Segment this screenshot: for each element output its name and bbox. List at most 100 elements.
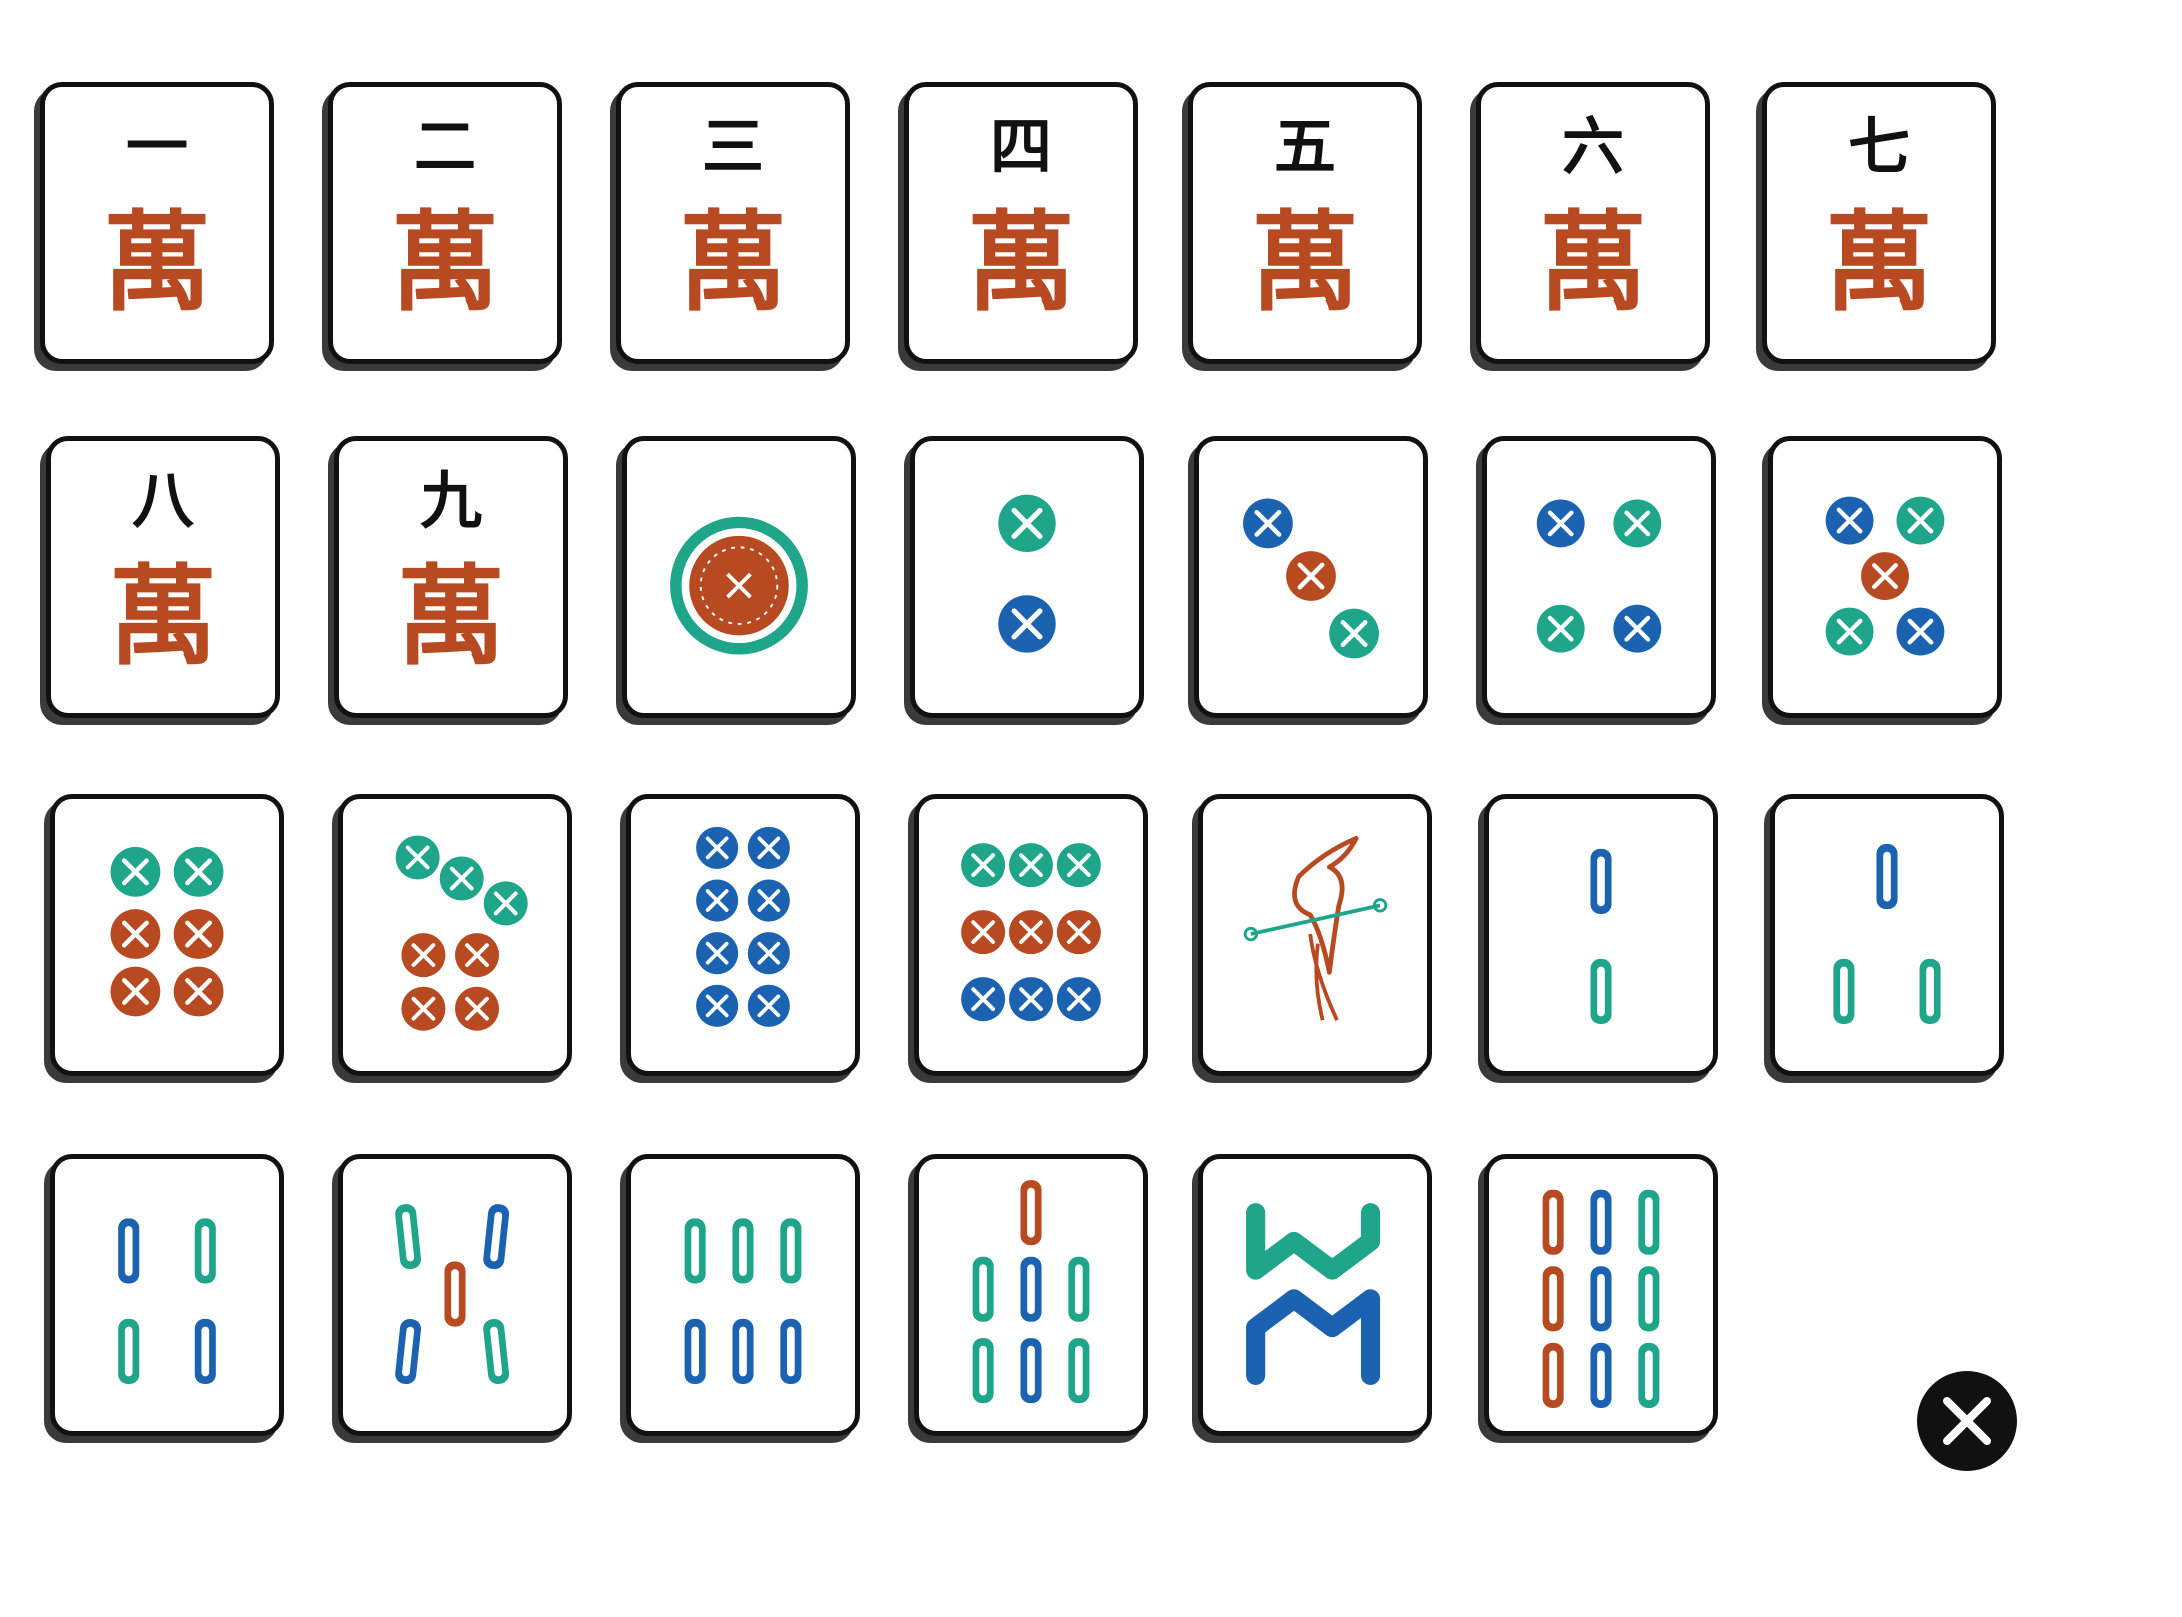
bamboo-stick [1542,1266,1564,1332]
bamboo-stick [1590,1342,1612,1408]
tile-numeral: 七 [1847,110,1910,183]
character-tile-5[interactable]: 五 萬 [1188,82,1422,364]
circle-pip [1825,607,1874,656]
tile-pips [118,1218,216,1385]
bamboo-stick [1068,1256,1090,1322]
tile-suit-character: 萬 [390,200,499,326]
tile-numeral: 一 [125,110,188,183]
bamboo-m-shape [1246,1289,1381,1385]
circle-tile-1[interactable] [622,436,856,718]
circle-tile-2[interactable] [910,436,1144,718]
circle-pip [1613,604,1662,653]
character-tile-1[interactable]: 一 萬 [40,82,274,364]
circle-pip [747,932,790,975]
character-tile-6[interactable]: 六 萬 [1476,82,1710,364]
tile-suit-character: 萬 [966,200,1075,326]
circle-pip [173,909,224,959]
circle-pip [1536,604,1585,653]
bamboo-tile-1[interactable] [1198,794,1432,1076]
tile-suit-character: 萬 [1250,200,1359,326]
tile-pips [670,516,808,655]
tile-pips [961,843,1101,1022]
bamboo-stick [1020,1338,1042,1404]
bamboo-stick [1068,1338,1090,1404]
circle-pip [1008,910,1054,955]
bamboo-stick [118,1218,140,1284]
circle-pip [1008,843,1054,888]
character-tile-9[interactable]: 九 萬 [334,436,568,718]
bamboo-stick [1590,1266,1612,1332]
circle-pip [1056,910,1101,955]
tile-suit-character: 萬 [108,554,217,680]
tile-pips [1833,844,1941,1025]
bamboo-tile-6[interactable] [626,1154,860,1436]
tile-pips [395,1204,510,1384]
character-tile-3[interactable]: 三 萬 [616,82,850,364]
character-tile-8[interactable]: 八 萬 [46,436,280,718]
bamboo-stick [732,1318,754,1385]
bamboo-stick [1590,958,1612,1025]
circle-pip [1825,496,1874,545]
circle-pip [173,966,224,1017]
circle-tile-3[interactable] [1194,436,1428,718]
circle-pip [747,984,790,1027]
bamboo-w-shape [1246,1203,1381,1280]
bamboo-stick [118,1318,140,1385]
bamboo-tile-7[interactable] [914,1154,1148,1436]
bamboo-tile-2[interactable] [1484,794,1718,1076]
circle-tile-6[interactable] [50,794,284,1076]
bamboo-stick [684,1218,706,1284]
bamboo-stick [972,1338,994,1404]
circle-pip [1008,977,1054,1022]
tile-numeral: 四 [989,110,1052,183]
circle-pip [1243,498,1293,549]
circle-pip [1056,843,1101,888]
bamboo-tile-3[interactable] [1770,794,2004,1076]
bamboo-stick [395,1204,422,1270]
bamboo-stick [972,1256,994,1322]
bamboo-tile-5[interactable] [338,1154,572,1436]
tile-pips [1243,835,1388,1021]
bamboo-tile-4[interactable] [50,1154,284,1436]
tile-numeral: 九 [419,464,482,537]
tile-pips [972,1180,1090,1404]
circle-pip [696,984,739,1027]
character-tile-4[interactable]: 四 萬 [904,82,1138,364]
circle-pip [696,826,739,869]
character-tile-7[interactable]: 七 萬 [1762,82,1996,364]
bamboo-tile-8[interactable] [1198,1154,1432,1436]
bamboo-stick [1638,1342,1660,1408]
character-tile-2[interactable]: 二 萬 [328,82,562,364]
circle-pip [961,843,1006,888]
bamboo-stick [483,1204,510,1270]
circle-pip [1861,552,1909,600]
circle-tile-9[interactable] [914,794,1148,1076]
tile-pips [1243,498,1379,659]
bamboo-stick [1919,958,1941,1025]
circle-pip [455,933,500,978]
circle-tile-8[interactable] [626,794,860,1076]
tile-suit-character: 萬 [678,200,787,326]
tile-pips [684,1218,802,1385]
circle-pip [747,826,790,869]
circle-pip [401,986,446,1031]
bamboo-tile-9[interactable] [1484,1154,1718,1436]
bamboo-stick [1590,1189,1612,1255]
bamboo-stick [684,1318,706,1385]
circle-tile-5[interactable] [1768,436,2002,718]
circle-pip [696,932,739,975]
tile-suit-character: 萬 [1824,200,1933,326]
circle-pip [1286,551,1336,601]
circle-tile-7[interactable] [338,794,572,1076]
bamboo-stick [1833,958,1855,1025]
tile-pips [1542,1189,1660,1408]
circle-pip [439,856,484,901]
big-circle-pip [670,516,808,655]
circle-pip [110,846,161,897]
bamboo-stick [194,1218,216,1284]
bamboo-stick [483,1318,510,1384]
tile-numeral: 二 [413,110,476,183]
bamboo-stick [1876,844,1898,910]
tile-suit-character: 萬 [102,200,211,326]
circle-tile-4[interactable] [1482,436,1716,718]
